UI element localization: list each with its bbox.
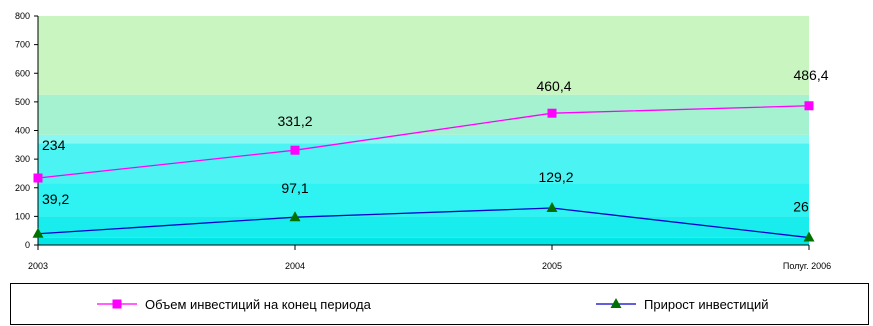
y-tick-label: 300 bbox=[15, 154, 30, 164]
data-label: 97,1 bbox=[281, 180, 308, 196]
data-label: 129,2 bbox=[538, 169, 573, 185]
data-label: 486,4 bbox=[793, 67, 828, 83]
y-tick-label: 0 bbox=[25, 240, 30, 250]
y-tick-label: 500 bbox=[15, 97, 30, 107]
data-point-square bbox=[33, 173, 43, 183]
data-point-square bbox=[290, 145, 300, 155]
series-line bbox=[37, 105, 810, 179]
data-label: 460,4 bbox=[536, 78, 571, 94]
series-1: 39,2 97,1 129,2 26 bbox=[32, 169, 815, 242]
x-tick-label: 2004 bbox=[285, 261, 305, 271]
y-tick-label: 400 bbox=[15, 126, 30, 136]
legend-marker-square bbox=[112, 299, 122, 309]
legend-item-1: Прирост инвестиций bbox=[596, 297, 768, 312]
data-point-triangle bbox=[803, 231, 815, 242]
y-tick-label: 700 bbox=[15, 40, 30, 50]
data-point-square bbox=[547, 108, 557, 118]
data-point-triangle bbox=[289, 211, 301, 222]
series-layer: 234 331,2 460,4 486,4 39,2 97,1 129,2 26 bbox=[32, 67, 829, 242]
x-tick-label: 2005 bbox=[542, 261, 562, 271]
data-point-triangle bbox=[32, 227, 44, 238]
y-axis: 0 100 200 300 400 500 600 700 800 bbox=[15, 11, 39, 250]
background-band-1 bbox=[38, 216, 809, 238]
legend-marker-triangle bbox=[610, 298, 622, 308]
background-band-5 bbox=[38, 94, 809, 135]
data-label: 26 bbox=[793, 199, 809, 215]
legend-box bbox=[10, 283, 869, 325]
background-band-2 bbox=[38, 183, 809, 217]
y-tick-label: 600 bbox=[15, 68, 30, 78]
data-point-triangle bbox=[546, 202, 558, 213]
background-band-4 bbox=[38, 134, 809, 144]
data-label: 39,2 bbox=[42, 191, 69, 207]
background-band-3 bbox=[38, 143, 809, 184]
x-tick-label: 2003 bbox=[28, 261, 48, 271]
series-line bbox=[37, 207, 810, 239]
data-label: 234 bbox=[42, 137, 66, 153]
legend: Объем инвестиций на конец периода Прирост… bbox=[10, 283, 869, 325]
y-tick-label: 100 bbox=[15, 211, 30, 221]
data-label: 331,2 bbox=[277, 113, 312, 129]
plot-background bbox=[38, 16, 809, 245]
data-point-square bbox=[804, 101, 814, 111]
legend-label: Прирост инвестиций bbox=[644, 297, 768, 312]
y-tick-label: 200 bbox=[15, 183, 30, 193]
x-axis: 2003 2004 2005 Полуг. 2006 bbox=[28, 244, 831, 271]
y-tick-label: 800 bbox=[15, 11, 30, 21]
background-band-6 bbox=[38, 16, 809, 95]
legend-label: Объем инвестиций на конец периода bbox=[145, 297, 372, 312]
x-tick-label: Полуг. 2006 bbox=[783, 261, 831, 271]
background-band-0 bbox=[38, 237, 809, 245]
legend-item-0: Объем инвестиций на конец периода bbox=[97, 297, 372, 312]
series-0: 234 331,2 460,4 486,4 bbox=[33, 67, 829, 183]
